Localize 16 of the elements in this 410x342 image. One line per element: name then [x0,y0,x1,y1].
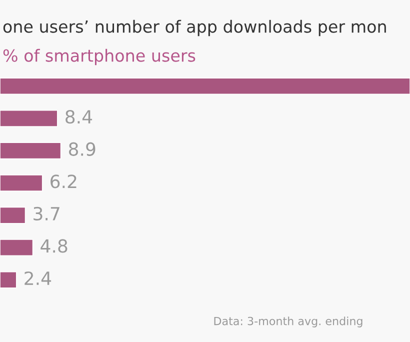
data-label: 2.4 [24,271,52,285]
data-label: 8.9 [68,142,96,156]
chart-title: one users’ number of app downloads per mon [3,20,386,36]
bar [0,206,26,224]
data-label: 6.2 [50,174,76,188]
data-label: 3.7 [34,206,60,221]
bar [0,78,410,95]
chart-subtitle: % of smartphone users [3,48,196,66]
data-label: 8.4 [66,110,92,124]
bar [0,271,17,288]
bar [0,142,62,160]
bar [0,239,34,256]
text: Data: 3-month avg. ending [214,316,362,328]
bar [0,174,43,192]
bar [0,110,58,127]
data-label: 4.8 [40,239,68,253]
